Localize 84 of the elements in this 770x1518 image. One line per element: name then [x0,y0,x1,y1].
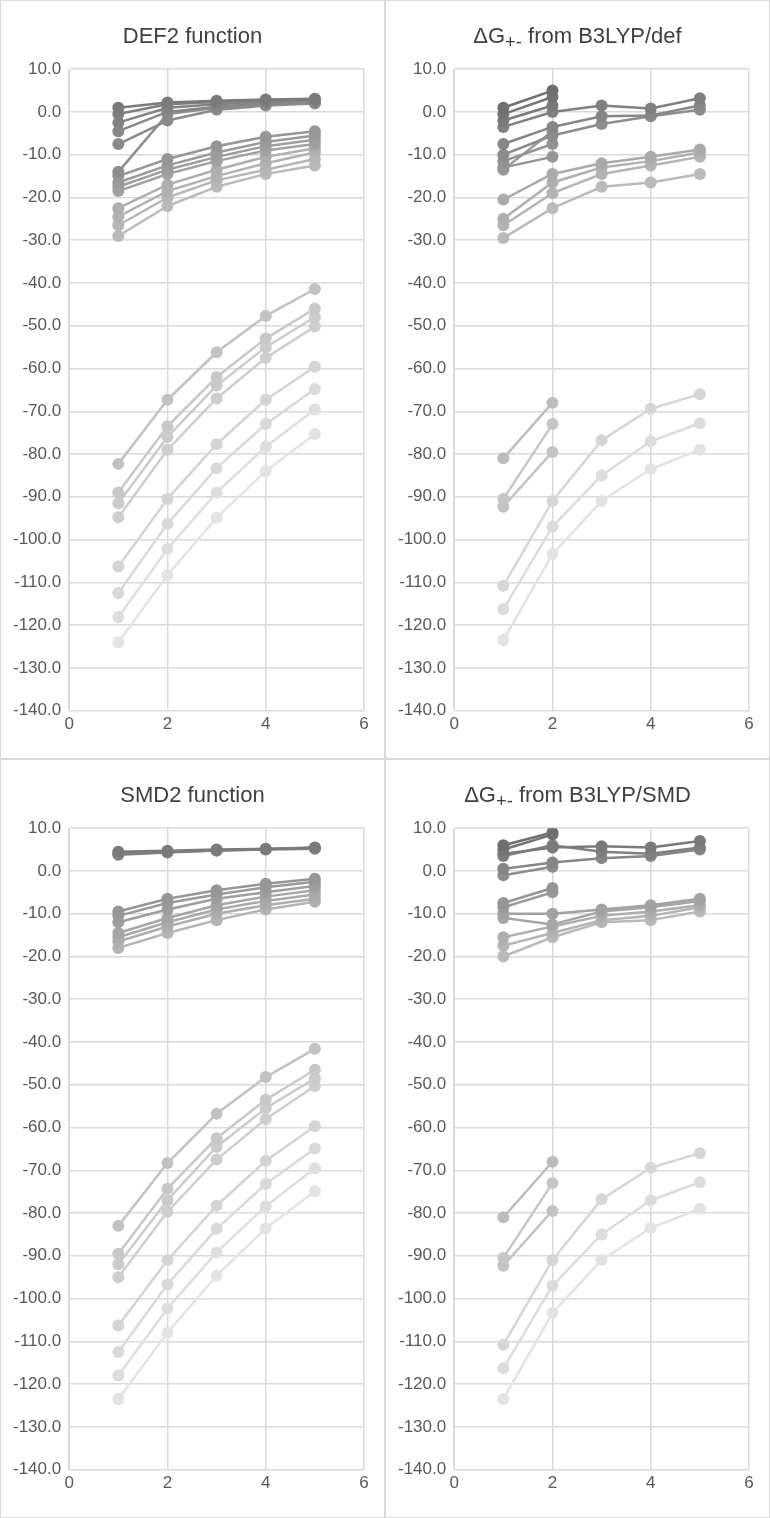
y-tick-label: 0.0 [422,860,447,880]
y-tick-label: -120.0 [398,1373,447,1393]
y-tick-label: -140.0 [398,1459,447,1479]
y-tick-label: -20.0 [407,187,447,207]
y-tick-label: -140.0 [398,700,447,720]
y-tick-label: -60.0 [22,1117,62,1137]
y-tick-label: -60.0 [22,358,62,378]
y-tick-label: -120.0 [13,1373,62,1393]
y-tick-label: -50.0 [407,1074,447,1094]
y-tick-label: 0.0 [422,101,447,121]
y-tick-label: -40.0 [407,1031,447,1051]
x-tick-label: 4 [261,714,271,734]
y-tick-label: -120.0 [13,614,62,634]
y-tick-label: 10.0 [413,58,447,78]
y-tick-label: -130.0 [13,1416,62,1436]
y-tick-label: -20.0 [22,946,62,966]
x-tick-label: 6 [744,1473,754,1493]
y-tick-label: -50.0 [22,315,62,335]
y-tick-label: -70.0 [407,400,447,420]
x-tick-label: 6 [744,714,754,734]
chart-title: SMD2 function [119,781,266,809]
y-tick-label: -30.0 [22,988,62,1008]
y-tick-label: 0.0 [37,101,62,121]
x-tick-label: 6 [359,1473,369,1493]
y-tick-label: -120.0 [398,614,447,634]
chart-title: DEF2 function [121,22,264,50]
y-tick-label: -30.0 [407,988,447,1008]
y-tick-label: -80.0 [22,443,62,463]
x-tick-label: 2 [162,714,173,734]
y-tick-label: -80.0 [407,443,447,463]
y-tick-label: -110.0 [399,572,447,592]
y-tick-label: -10.0 [22,144,62,164]
y-tick-label: -130.0 [398,1416,447,1436]
y-tick-label: -70.0 [407,1159,447,1179]
x-tick-label: 4 [646,1473,656,1493]
y-tick-label: -40.0 [22,272,62,292]
y-tick-label: 10.0 [28,58,62,78]
y-tick-label: -50.0 [407,315,447,335]
y-tick-label: -110.0 [14,572,62,592]
chart-title: ΔG$_{+-}$ from B3LYP/def [472,22,683,53]
y-tick-label: -10.0 [407,903,447,923]
y-tick-label: -60.0 [407,358,447,378]
y-tick-label: -110.0 [399,1331,447,1351]
y-tick-label: -130.0 [13,657,62,677]
y-tick-label: -50.0 [22,1074,62,1094]
y-tick-label: -10.0 [407,144,447,164]
y-tick-label: -140.0 [13,700,62,720]
x-tick-label: 2 [547,714,558,734]
y-tick-label: -90.0 [22,1245,62,1265]
y-tick-label: -90.0 [22,486,62,506]
y-tick-label: -140.0 [13,1459,62,1479]
y-tick-label: -130.0 [398,657,447,677]
y-tick-label: -40.0 [407,272,447,292]
x-tick-label: 0 [64,1473,74,1493]
y-tick-label: -20.0 [22,187,62,207]
y-tick-label: -30.0 [407,229,447,249]
y-tick-label: -20.0 [407,946,447,966]
chart-title: ΔG$_{+-}$ from B3LYP/SMD [463,781,692,812]
x-tick-label: 2 [547,1473,558,1493]
x-tick-label: 0 [449,714,459,734]
y-tick-label: -40.0 [22,1031,62,1051]
y-tick-label: 10.0 [28,817,62,837]
x-tick-label: 0 [449,1473,459,1493]
y-tick-label: -90.0 [407,486,447,506]
x-tick-label: 4 [261,1473,271,1493]
y-tick-label: -100.0 [13,1288,62,1308]
y-tick-label: -110.0 [14,1331,62,1351]
y-tick-label: -100.0 [398,529,447,549]
x-tick-label: 4 [646,714,656,734]
y-tick-label: -30.0 [22,229,62,249]
y-tick-label: -70.0 [22,400,62,420]
y-tick-label: -10.0 [22,903,62,923]
x-tick-label: 2 [162,1473,173,1493]
y-tick-label: -70.0 [22,1159,62,1179]
y-tick-label: -100.0 [398,1288,447,1308]
y-tick-label: -80.0 [407,1202,447,1222]
y-tick-label: -90.0 [407,1245,447,1265]
y-tick-label: -80.0 [22,1202,62,1222]
x-tick-label: 0 [64,714,74,734]
y-tick-label: 0.0 [37,860,62,880]
y-tick-label: -100.0 [13,529,62,549]
y-tick-label: 10.0 [413,817,447,837]
x-tick-label: 6 [359,714,369,734]
y-tick-label: -60.0 [407,1117,447,1137]
